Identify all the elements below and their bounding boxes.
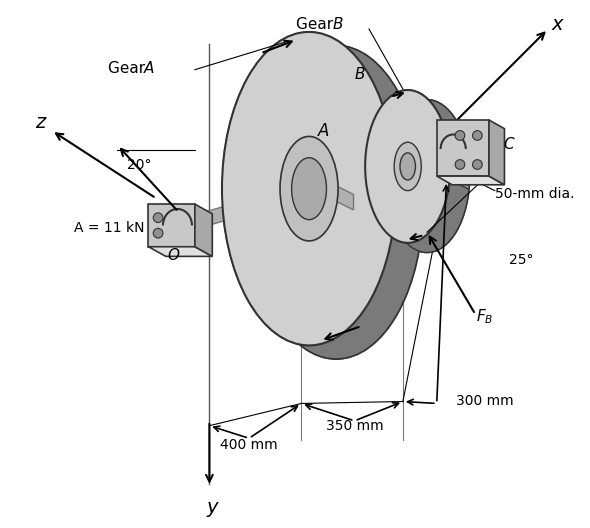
Text: $F_B$: $F_B$ bbox=[476, 307, 494, 326]
Text: O: O bbox=[168, 248, 179, 263]
Ellipse shape bbox=[365, 90, 450, 243]
Polygon shape bbox=[366, 90, 469, 163]
Ellipse shape bbox=[473, 130, 482, 140]
Polygon shape bbox=[489, 120, 504, 185]
Text: 400 mm: 400 mm bbox=[220, 438, 278, 452]
Polygon shape bbox=[223, 32, 422, 175]
Polygon shape bbox=[149, 204, 195, 247]
Ellipse shape bbox=[455, 159, 465, 169]
Ellipse shape bbox=[455, 130, 465, 140]
Polygon shape bbox=[366, 180, 469, 252]
Polygon shape bbox=[149, 247, 212, 257]
Text: A: A bbox=[318, 121, 329, 139]
Ellipse shape bbox=[222, 32, 396, 345]
Text: 50-mm dia.: 50-mm dia. bbox=[495, 187, 574, 201]
Text: y: y bbox=[206, 498, 218, 517]
Text: 350 mm: 350 mm bbox=[326, 419, 384, 433]
Polygon shape bbox=[223, 216, 422, 359]
Ellipse shape bbox=[473, 159, 482, 169]
Text: A: A bbox=[143, 61, 154, 76]
Ellipse shape bbox=[385, 100, 470, 252]
Text: x: x bbox=[552, 15, 563, 34]
Text: B: B bbox=[354, 67, 365, 82]
Text: B: B bbox=[332, 17, 343, 32]
Ellipse shape bbox=[394, 142, 421, 191]
Ellipse shape bbox=[153, 213, 163, 222]
Polygon shape bbox=[437, 120, 489, 176]
Text: 20°: 20° bbox=[126, 158, 151, 172]
Polygon shape bbox=[195, 204, 212, 257]
Text: C: C bbox=[503, 137, 514, 152]
Ellipse shape bbox=[400, 153, 415, 180]
Polygon shape bbox=[437, 176, 504, 185]
Ellipse shape bbox=[291, 158, 326, 220]
Text: A = 11 kN: A = 11 kN bbox=[74, 221, 145, 235]
Text: 25°: 25° bbox=[509, 253, 534, 267]
Ellipse shape bbox=[280, 136, 338, 241]
Ellipse shape bbox=[249, 45, 423, 359]
Text: z: z bbox=[35, 114, 45, 133]
Text: 300 mm: 300 mm bbox=[456, 394, 514, 408]
Ellipse shape bbox=[153, 228, 163, 238]
Polygon shape bbox=[326, 181, 353, 210]
Text: Gear: Gear bbox=[108, 61, 150, 76]
Text: Gear: Gear bbox=[296, 17, 339, 32]
